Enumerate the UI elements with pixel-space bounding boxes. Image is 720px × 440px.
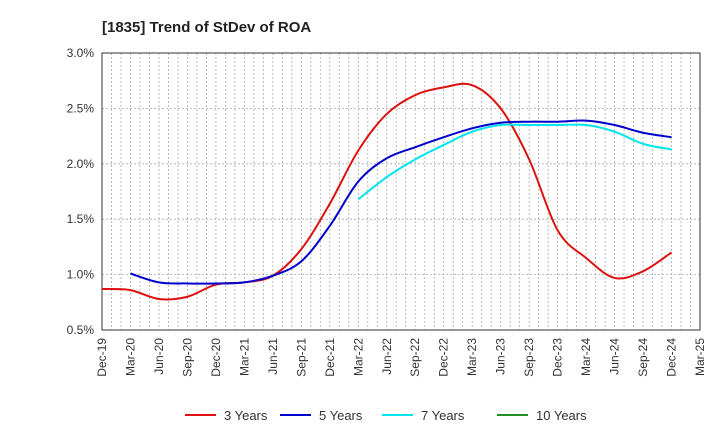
legend-label-3-years: 3 Years [224,408,268,423]
grid [102,53,700,330]
x-tick-label: Dec-21 [323,338,337,377]
y-tick-label: 1.0% [67,268,95,282]
x-tick-label: Jun-20 [152,338,166,375]
x-tick-label: Mar-20 [123,338,137,376]
x-tick-label: Dec-20 [209,338,223,377]
x-tick-label: Dec-23 [551,338,565,377]
x-tick-label: Jun-23 [494,338,508,375]
x-tick-label: Mar-22 [351,338,365,376]
x-tick-label: Mar-24 [579,338,593,376]
legend: 3 Years 5 Years 7 Years 10 Years [185,408,587,423]
y-tick-label: 2.0% [67,157,95,171]
x-tick-label: Dec-22 [437,338,451,377]
x-tick-label: Sep-22 [408,338,422,377]
x-tick-label: Mar-21 [237,338,251,376]
series-line-5-years [130,119,672,285]
y-axis: 0.5% 1.0% 1.5% 2.0% 2.5% 3.0% [67,46,95,337]
x-axis: Dec-19 Mar-20 Jun-20 Sep-20 Dec-20 Mar-21 Jun-… [95,338,707,377]
x-tick-label: Mar-25 [693,338,707,376]
x-tick-label: Sep-23 [522,338,536,377]
x-tick-label: Sep-20 [180,338,194,377]
legend-label-7-years: 7 Years [421,408,465,423]
series-line-7-years [357,123,672,201]
x-tick-label: Mar-23 [465,338,479,376]
x-tick-label: Sep-24 [636,338,650,377]
y-tick-label: 2.5% [67,101,95,115]
x-tick-label: Dec-24 [665,338,679,377]
x-tick-label: Sep-21 [294,338,308,377]
x-tick-label: Jun-24 [608,338,622,375]
series-line-3-years [101,82,673,301]
x-tick-label: Jun-22 [380,338,394,375]
series-group [101,82,673,301]
x-tick-label: Jun-21 [266,338,280,375]
legend-label-10-years: 10 Years [536,408,587,423]
y-tick-label: 3.0% [67,46,95,60]
y-tick-label: 1.5% [67,212,95,226]
chart-title: [1835] Trend of StDev of ROA [102,19,311,36]
plot-frame [101,52,701,331]
legend-label-5-years: 5 Years [319,408,363,423]
y-tick-label: 0.5% [67,323,95,337]
x-tick-label: Dec-19 [95,338,109,377]
